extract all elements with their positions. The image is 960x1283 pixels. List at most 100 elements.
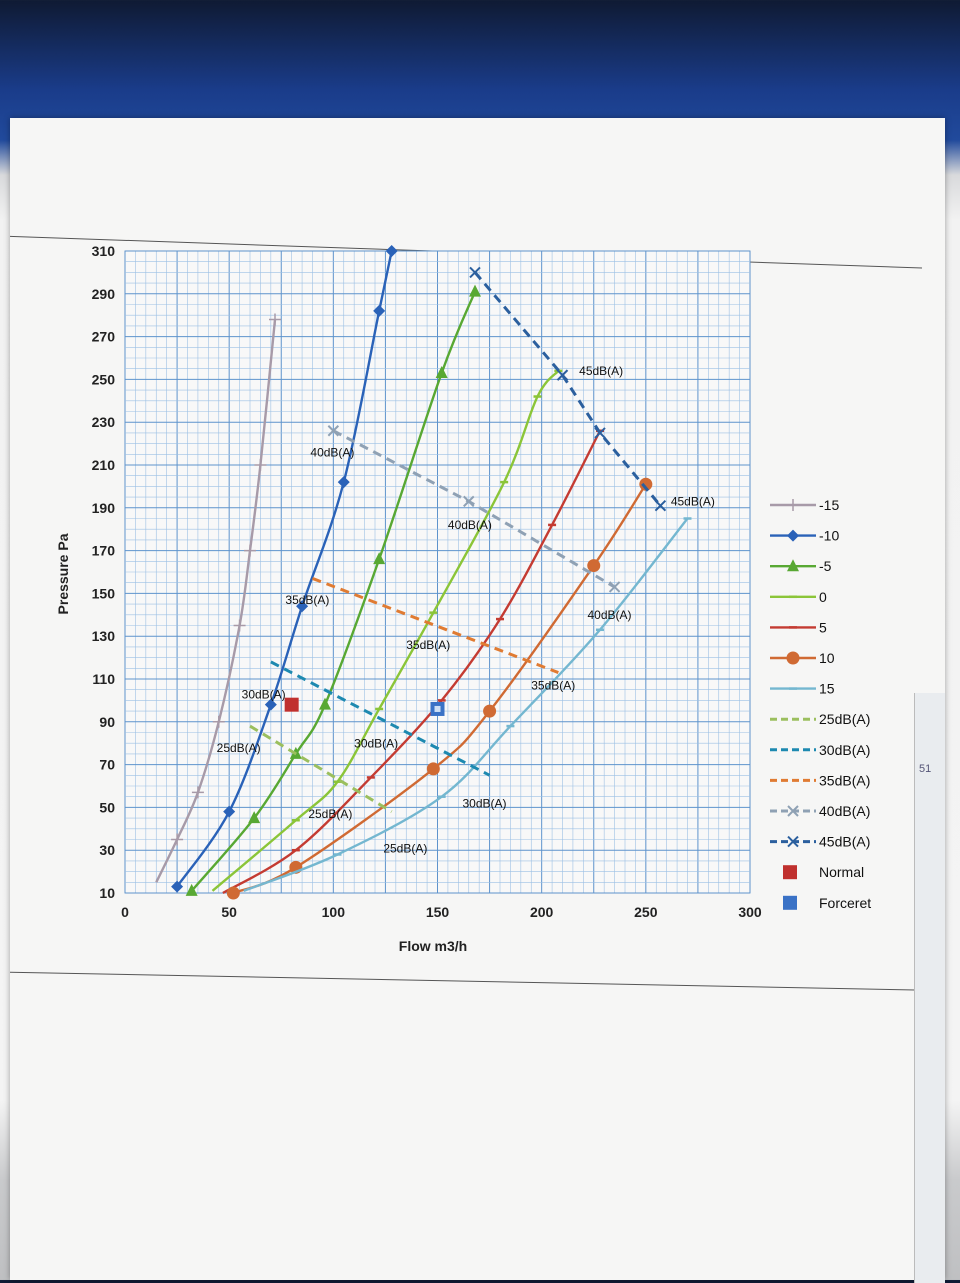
legend-marker <box>787 499 799 511</box>
annotation-label: 35dB(A) <box>285 593 329 607</box>
annotation-label: 45dB(A) <box>671 495 715 509</box>
point-layer <box>284 697 445 716</box>
chart-legend: -15 -10 -5 0 5 10 15 25dB(A) 30dB(A) 35dB(A) 40dB(… <box>770 497 871 911</box>
y-tick-label: 150 <box>92 585 116 601</box>
series-40dba <box>327 425 621 593</box>
x-tick-label: 200 <box>530 904 554 920</box>
series-layer <box>155 245 692 900</box>
data-point <box>639 477 653 491</box>
series-line <box>243 517 689 892</box>
legend-label: 0 <box>819 589 827 605</box>
legend-item: 45dB(A) <box>770 834 870 850</box>
y-tick-label: 290 <box>92 286 116 302</box>
annotation-layer: 45dB(A) 45dB(A) 40dB(A) 40dB(A) 40dB(A) 35dB(… <box>217 364 715 855</box>
data-point <box>483 704 497 718</box>
legend-label: Normal <box>819 864 864 880</box>
x-tick-label: 250 <box>634 904 658 920</box>
x-axis-title: Flow m3/h <box>399 938 467 954</box>
data-point <box>296 600 309 613</box>
data-point <box>191 786 204 799</box>
legend-item: 0 <box>770 589 827 605</box>
series-5 <box>185 284 481 896</box>
data-point <box>212 715 225 728</box>
annotation-label: 45dB(A) <box>579 364 623 378</box>
legend-label: 35dB(A) <box>819 772 870 788</box>
y-tick-label: 110 <box>92 671 115 687</box>
legend-marker <box>783 865 797 880</box>
legend-marker <box>787 835 799 848</box>
legend-item: 5 <box>770 619 827 635</box>
x-tick-label: 150 <box>426 904 450 920</box>
legend-label: -5 <box>819 558 832 574</box>
annotation-label: 40dB(A) <box>310 445 354 459</box>
y-tick-label: 130 <box>92 628 116 644</box>
legend-label: 15 <box>819 681 835 697</box>
data-point <box>587 559 601 573</box>
data-point <box>385 245 398 257</box>
legend-item: Normal <box>783 864 864 880</box>
legend-label: -10 <box>819 528 839 544</box>
data-point <box>264 698 277 711</box>
legend-label: Forceret <box>819 895 871 911</box>
x-tick-label: 0 <box>121 904 129 920</box>
data-point <box>244 544 256 557</box>
series-line <box>270 660 491 777</box>
legend-label: 10 <box>819 650 835 666</box>
legend-label: 40dB(A) <box>819 803 870 819</box>
data-point <box>269 313 281 326</box>
legend-item: -15 <box>770 497 839 513</box>
series-30dba <box>270 660 491 777</box>
data-point <box>226 886 240 900</box>
series-45dba <box>469 266 667 512</box>
background-notepad-edge: 51 <box>914 693 945 1283</box>
annotation-label: 30dB(A) <box>242 687 286 701</box>
data-point <box>435 365 448 378</box>
data-point <box>337 476 350 489</box>
legend-item: 10 <box>770 650 835 666</box>
annotation-label: 30dB(A) <box>354 736 398 750</box>
legend-marker <box>787 559 799 572</box>
y-tick-label: 30 <box>99 842 115 858</box>
x-tick-label: 100 <box>322 904 346 920</box>
y-tick-label: 210 <box>92 457 116 473</box>
series-10 <box>226 477 653 900</box>
data-point <box>426 762 440 776</box>
series-line <box>473 271 662 507</box>
y-tick-label: 270 <box>92 329 116 345</box>
annotation-label: 25dB(A) <box>308 807 352 821</box>
data-point <box>469 284 481 297</box>
annotation-label: 25dB(A) <box>383 841 427 855</box>
series-line <box>249 724 393 813</box>
legend-item: -5 <box>770 558 832 574</box>
legend-item: -10 <box>770 528 839 544</box>
series-15 <box>243 517 692 892</box>
point-normal <box>284 697 299 712</box>
y-tick-label: 170 <box>92 543 116 559</box>
data-point <box>185 883 198 896</box>
legend-item: 40dB(A) <box>770 803 870 819</box>
data-point <box>248 811 261 824</box>
legend-item: 35dB(A) <box>770 772 870 788</box>
legend-label: 25dB(A) <box>819 711 870 727</box>
legend-marker <box>787 805 799 817</box>
series-10 <box>171 245 398 893</box>
x-tick-label: 300 <box>738 904 762 920</box>
y-axis-title: Pressure Pa <box>55 533 71 614</box>
legend-item: 25dB(A) <box>770 711 870 727</box>
y-tick-label: 310 <box>92 243 116 259</box>
y-tick-label: 70 <box>99 757 115 773</box>
paper-sheet: 0 50 100 150 200 250 300 10 30 50 70 90 110 130 150 170… <box>10 118 945 1283</box>
data-point <box>373 552 386 565</box>
data-point <box>469 266 481 279</box>
plot-grid <box>124 250 751 894</box>
series-0 <box>211 369 563 892</box>
y-tick-label: 190 <box>92 500 116 516</box>
x-tick-label: 50 <box>221 904 237 920</box>
y-tick-label: 90 <box>99 714 115 730</box>
legend-marker <box>783 895 797 910</box>
legend-item: Forceret <box>783 895 871 911</box>
annotation-label: 30dB(A) <box>463 796 507 810</box>
axis-tick-labels: 0 50 100 150 200 250 300 10 30 50 70 90 110 130 150 170… <box>92 243 762 920</box>
chart-border-bottom <box>10 971 916 991</box>
series-15 <box>155 313 281 883</box>
